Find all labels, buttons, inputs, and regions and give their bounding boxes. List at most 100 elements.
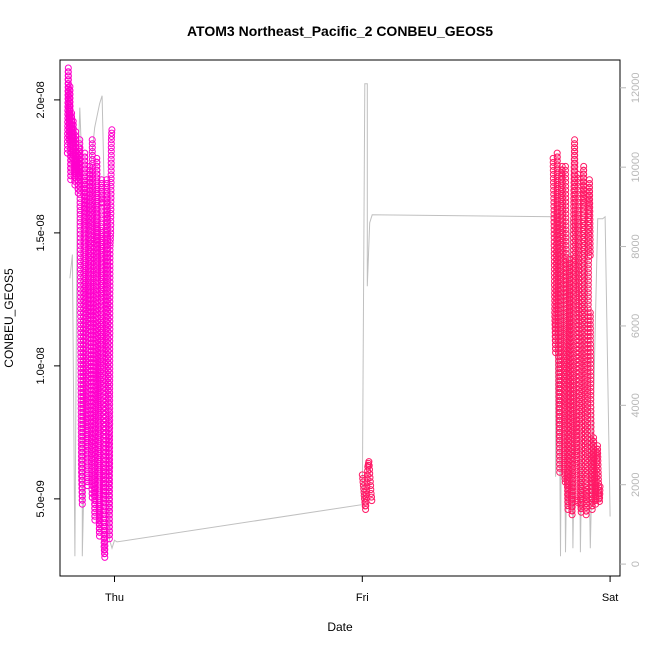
data-point bbox=[77, 373, 85, 380]
data-point bbox=[562, 245, 570, 253]
data-point bbox=[580, 238, 588, 245]
data-point bbox=[594, 472, 602, 480]
data-point bbox=[586, 208, 594, 216]
data-point bbox=[106, 290, 114, 298]
data-point bbox=[105, 445, 113, 453]
data-point bbox=[84, 430, 91, 438]
data-point bbox=[367, 482, 375, 490]
data-point bbox=[107, 206, 115, 214]
data-point bbox=[590, 441, 598, 449]
data-point bbox=[562, 190, 570, 198]
data-point bbox=[580, 269, 588, 277]
data-point bbox=[98, 284, 106, 292]
data-point bbox=[366, 478, 374, 486]
data-point bbox=[106, 476, 113, 483]
data-point bbox=[587, 384, 595, 391]
data-point bbox=[101, 530, 109, 538]
data-point bbox=[106, 487, 113, 495]
data-point bbox=[98, 276, 106, 284]
data-point bbox=[587, 340, 594, 348]
data-point bbox=[366, 474, 374, 482]
data-point bbox=[587, 391, 595, 399]
data-point bbox=[105, 441, 113, 449]
data-point bbox=[101, 553, 109, 561]
data-point bbox=[106, 274, 114, 282]
data-point bbox=[584, 416, 591, 424]
data-points-layer bbox=[63, 64, 604, 561]
data-point bbox=[93, 213, 101, 221]
data-point bbox=[580, 162, 588, 170]
data-point bbox=[365, 458, 373, 466]
x-axis: Thu Fri Sat bbox=[105, 576, 618, 604]
data-point bbox=[106, 266, 114, 274]
data-point bbox=[587, 407, 595, 415]
y2-tick-label: 6000 bbox=[630, 314, 642, 338]
data-point bbox=[569, 446, 577, 453]
data-point bbox=[65, 117, 73, 125]
data-point bbox=[106, 365, 114, 373]
data-point bbox=[107, 140, 115, 148]
data-point bbox=[580, 265, 588, 273]
data-point bbox=[580, 297, 588, 305]
data-point bbox=[83, 450, 91, 458]
data-point bbox=[100, 543, 108, 551]
data-point bbox=[106, 254, 114, 262]
data-point bbox=[106, 460, 114, 468]
data-point bbox=[596, 483, 604, 491]
data-point bbox=[107, 136, 115, 144]
data-point bbox=[66, 98, 74, 106]
data-point bbox=[106, 440, 114, 448]
data-point bbox=[105, 437, 113, 445]
data-point bbox=[582, 511, 590, 519]
data-point bbox=[88, 136, 96, 144]
data-point bbox=[584, 281, 592, 289]
data-point bbox=[556, 432, 564, 440]
data-point bbox=[569, 434, 577, 442]
data-point bbox=[562, 214, 570, 222]
data-point bbox=[569, 422, 577, 430]
data-point bbox=[98, 191, 106, 199]
data-point bbox=[106, 325, 114, 333]
data-point bbox=[101, 507, 109, 515]
data-point bbox=[107, 151, 115, 159]
data-point bbox=[66, 109, 73, 117]
data-point bbox=[587, 415, 595, 423]
data-point bbox=[549, 166, 557, 174]
y-tick-label: 1.5e-08 bbox=[35, 214, 47, 251]
data-point bbox=[72, 128, 80, 136]
data-point bbox=[93, 158, 101, 166]
data-point bbox=[83, 478, 91, 486]
data-point bbox=[549, 174, 557, 182]
data-point bbox=[93, 209, 101, 217]
data-point bbox=[553, 157, 561, 165]
data-point bbox=[106, 499, 113, 507]
data-point bbox=[106, 242, 114, 250]
data-point bbox=[69, 121, 77, 129]
data-point bbox=[106, 503, 113, 511]
data-point bbox=[83, 470, 91, 478]
data-point bbox=[107, 190, 115, 198]
data-point bbox=[106, 472, 113, 479]
data-point bbox=[106, 396, 114, 404]
data-point bbox=[98, 268, 106, 276]
data-point bbox=[587, 399, 595, 407]
data-point bbox=[571, 140, 579, 148]
data-point bbox=[103, 231, 110, 238]
data-point bbox=[584, 317, 592, 325]
data-point bbox=[586, 248, 594, 255]
data-point bbox=[562, 265, 570, 273]
data-point bbox=[105, 457, 113, 464]
data-point bbox=[562, 230, 570, 238]
data-point bbox=[594, 461, 602, 469]
data-point bbox=[366, 470, 374, 478]
data-point bbox=[562, 198, 570, 206]
data-point bbox=[580, 289, 588, 297]
data-point bbox=[105, 453, 113, 461]
data-point bbox=[586, 212, 594, 220]
data-point bbox=[586, 252, 594, 259]
data-point bbox=[68, 109, 76, 117]
data-point bbox=[91, 477, 99, 485]
data-point bbox=[105, 480, 113, 488]
data-point bbox=[107, 213, 115, 221]
